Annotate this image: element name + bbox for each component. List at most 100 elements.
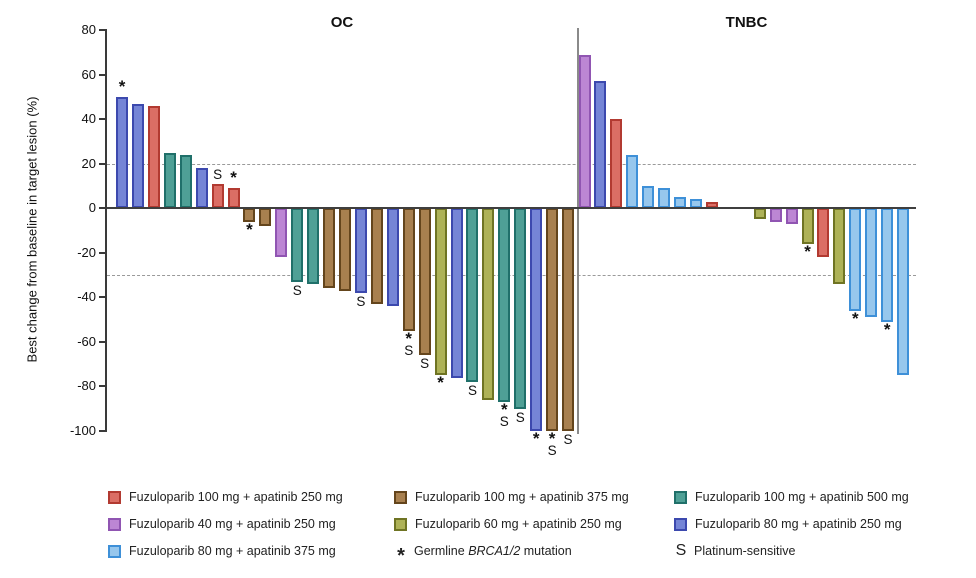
brca-mutation-mark: * <box>437 373 444 393</box>
plot-area: OC TNBC * S * * S S * S S * S * S S * * S S * * * <box>105 14 916 457</box>
bar <box>354 208 367 293</box>
bar <box>865 208 878 318</box>
bar <box>674 197 687 209</box>
platinum-sensitive-mark: S <box>404 342 414 358</box>
legend-label: Germline BRCA1/2 mutation <box>414 544 572 558</box>
tick-label: 0 <box>88 200 96 216</box>
bar-mark: * <box>519 429 553 448</box>
bar <box>418 208 431 356</box>
panel-divider <box>577 28 579 434</box>
bar-mark: * <box>232 221 266 238</box>
bar <box>594 81 607 209</box>
legend-item: Fuzuloparib 100 mg + apatinib 375 mg <box>394 487 674 507</box>
panel-title-oc: OC <box>330 14 354 31</box>
bar-mark: * <box>105 76 139 96</box>
bar <box>450 208 463 378</box>
legend-item: Fuzuloparib 100 mg + apatinib 250 mg <box>108 487 394 507</box>
platinum-sensitive-mark: S <box>467 382 477 398</box>
tick-mark <box>99 162 106 165</box>
panel-title-tnbc: TNBC <box>725 14 768 31</box>
legend-item: Fuzuloparib 40 mg + apatinib 250 mg <box>108 514 394 534</box>
tick-mark <box>99 251 106 254</box>
brca-mutation-mark: * <box>501 400 508 420</box>
bar-mark: * <box>791 243 825 260</box>
brca-mutation-mark: * <box>548 429 556 448</box>
legend-label: Fuzuloparib 80 mg + apatinib 250 mg <box>695 517 902 531</box>
bar-mark: S <box>551 432 585 447</box>
bar <box>562 208 575 431</box>
bar <box>402 208 415 331</box>
platinum-sensitive-icon: S <box>675 542 687 559</box>
tick-mark <box>99 430 106 432</box>
bar <box>578 54 591 209</box>
bar <box>434 208 447 376</box>
zero-baseline <box>107 207 916 210</box>
platinum-sensitive-mark: S <box>356 293 366 309</box>
legend-item: Fuzuloparib 80 mg + apatinib 375 mg <box>108 541 394 561</box>
bar <box>690 199 702 209</box>
legend-item: * Germline BRCA1/2 mutation <box>394 541 674 567</box>
legend-item: Fuzuloparib 100 mg + apatinib 500 mg <box>674 487 909 507</box>
legend-item: Fuzuloparib 80 mg + apatinib 250 mg <box>674 514 909 534</box>
legend-label: Platinum-sensitive <box>694 544 796 558</box>
brca-mutation-mark: * <box>532 429 540 448</box>
tick-label: 60 <box>81 66 96 82</box>
bar <box>147 105 160 209</box>
reference-line--30pct <box>107 275 916 277</box>
bar <box>546 208 559 431</box>
tick-mark <box>99 385 106 388</box>
bar <box>753 208 766 220</box>
bar <box>881 208 894 322</box>
platinum-sensitive-mark: S <box>547 443 557 458</box>
bar <box>498 208 511 403</box>
legend-swatch <box>108 544 121 558</box>
bar <box>386 208 399 307</box>
bar <box>514 208 527 409</box>
tick-mark <box>99 73 106 76</box>
platinum-sensitive-mark: S <box>292 282 302 298</box>
bar <box>833 208 846 284</box>
bar <box>339 208 352 291</box>
bar <box>195 168 208 209</box>
platinum-sensitive-mark: S <box>420 356 430 372</box>
bar <box>116 96 128 209</box>
bar-mark: * <box>424 373 458 393</box>
bar-mark: * S <box>392 330 426 358</box>
y-axis-label: Best change from baseline in target lesi… <box>24 96 40 363</box>
tick-label: -40 <box>77 289 96 305</box>
brca-mutation-mark: * <box>851 308 859 328</box>
bar <box>291 208 304 282</box>
bar <box>785 208 798 224</box>
brca-mutation-mark: * <box>883 319 891 339</box>
tick-mark <box>99 207 106 210</box>
asterisk-icon: * <box>397 545 405 567</box>
bar <box>211 183 224 209</box>
platinum-sensitive-mark: S <box>515 409 525 425</box>
bar <box>530 208 543 431</box>
bar <box>370 208 383 304</box>
bar-mark: * S <box>535 429 569 458</box>
bar <box>323 208 336 289</box>
platinum-sensitive-mark: S <box>499 414 509 430</box>
bar <box>307 208 320 284</box>
legend-swatch <box>108 517 121 531</box>
bar <box>769 208 782 222</box>
bar-mark: * <box>838 308 872 328</box>
bar <box>801 208 814 244</box>
legend-swatch <box>108 490 121 504</box>
tick-mark <box>99 340 106 343</box>
platinum-sensitive-mark: S <box>563 432 573 447</box>
legend-item: Fuzuloparib 60 mg + apatinib 250 mg <box>394 514 674 534</box>
bar <box>849 208 862 311</box>
brca-mutation-mark: * <box>118 76 126 96</box>
legend-label: Fuzuloparib 80 mg + apatinib 375 mg <box>129 544 336 558</box>
bar-mark: S <box>408 356 442 372</box>
tick-label: 40 <box>81 111 96 127</box>
bar <box>897 208 910 376</box>
bar <box>610 119 623 209</box>
bar-mark: S <box>280 282 314 298</box>
bar <box>642 185 655 209</box>
bar <box>658 188 671 209</box>
tick-mark <box>99 118 106 121</box>
tick-label: -60 <box>77 333 96 349</box>
